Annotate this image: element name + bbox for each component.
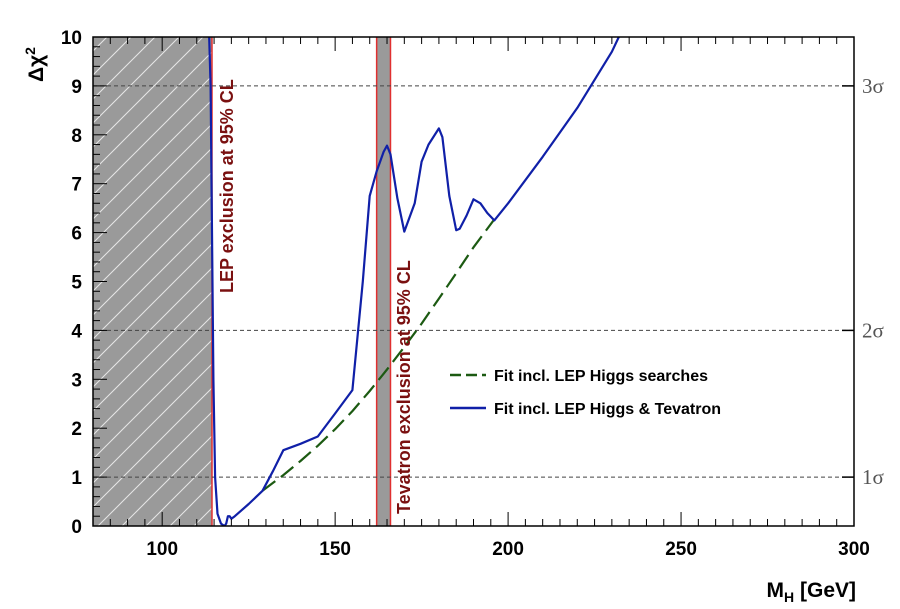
x-tick-label: 250	[665, 539, 697, 560]
sigma-labels: 1σ 2σ 3σ	[862, 74, 884, 489]
y-tick-label: 10	[61, 28, 82, 49]
x-axis-ticks: 100 150 200 250 300	[92, 37, 870, 560]
series-line-2	[208, 37, 620, 526]
y-tick-label: 4	[71, 321, 82, 342]
x-tick-label: 300	[838, 539, 870, 560]
band-label: LEP exclusion at 95% CL	[217, 79, 237, 293]
x-tick-label: 200	[492, 539, 524, 560]
sigma-gridlines	[93, 85, 854, 478]
sigma-label: 1σ	[862, 465, 884, 489]
y-tick-label: 8	[71, 126, 82, 147]
y-axis-title: Δχ2	[22, 47, 48, 82]
band-label: Tevatron exclusion at 95% CL	[394, 260, 414, 514]
y-tick-label: 2	[71, 419, 82, 440]
y-tick-label: 3	[71, 370, 82, 391]
y-tick-label: 1	[71, 468, 82, 489]
sigma-label: 3σ	[862, 74, 884, 98]
sigma-label: 2σ	[862, 318, 884, 342]
y-tick-label: 0	[71, 517, 82, 538]
legend-label-2: Fit incl. LEP Higgs & Tevatron	[494, 401, 721, 418]
y-tick-label: 7	[71, 175, 82, 196]
excluded-region-2	[376, 37, 391, 526]
series-line-1	[261, 218, 496, 492]
band-labels: LEP exclusion at 95% CL Tevatron exclusio…	[217, 79, 414, 514]
x-axis-title: MH [GeV]	[767, 579, 856, 605]
curves	[208, 37, 620, 526]
excluded-regions	[93, 37, 392, 526]
x-tick-label: 100	[146, 539, 178, 560]
excluded-region-hatch	[93, 37, 212, 526]
y-tick-label: 5	[71, 273, 82, 294]
x-tick-label: 150	[319, 539, 351, 560]
y-tick-label: 6	[71, 224, 82, 245]
y-tick-label: 9	[71, 77, 82, 98]
legend: Fit incl. LEP Higgs searches Fit incl. LE…	[450, 368, 721, 418]
legend-label-1: Fit incl. LEP Higgs searches	[494, 368, 708, 385]
y-axis-ticks: 0 1 2 3 4 5 6 7 8 9 10	[61, 28, 107, 538]
